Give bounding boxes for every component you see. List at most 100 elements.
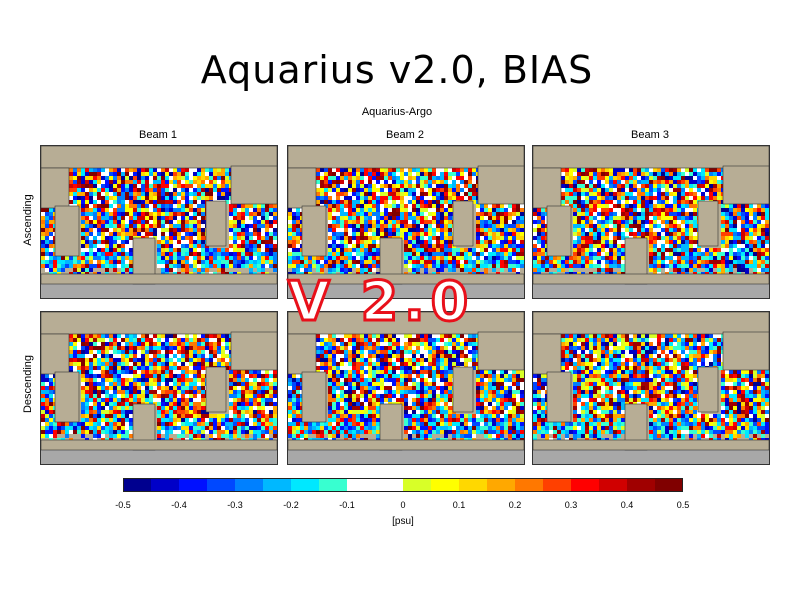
bias-cell	[97, 172, 101, 176]
bias-cell	[193, 264, 197, 268]
bias-cell	[145, 390, 149, 394]
bias-cell	[181, 430, 185, 434]
bias-cell	[480, 240, 484, 244]
bias-cell	[589, 220, 593, 224]
bias-cell	[121, 192, 125, 196]
bias-cell	[157, 430, 161, 434]
bias-cell	[677, 212, 681, 216]
bias-cell	[597, 256, 601, 260]
bias-cell	[197, 216, 201, 220]
bias-cell	[81, 346, 85, 350]
bias-cell	[320, 168, 324, 172]
bias-cell	[344, 240, 348, 244]
bias-cell	[348, 260, 352, 264]
bias-cell	[516, 240, 520, 244]
bias-cell	[225, 172, 229, 176]
bias-cell	[452, 256, 456, 260]
bias-cell	[233, 418, 237, 422]
bias-cell	[737, 208, 741, 212]
bias-cell	[165, 236, 169, 240]
bias-cell	[364, 236, 368, 240]
bias-cell	[296, 208, 300, 212]
bias-cell	[721, 212, 725, 216]
bias-cell	[400, 232, 404, 236]
bias-cell	[133, 212, 137, 216]
bias-cell	[653, 248, 657, 252]
bias-cell	[269, 232, 273, 236]
bias-cell	[169, 260, 173, 264]
bias-cell	[729, 212, 733, 216]
bias-cell	[177, 256, 181, 260]
bias-cell	[117, 184, 121, 188]
bias-cell	[145, 168, 149, 172]
bias-cell	[205, 334, 209, 338]
bias-cell	[376, 184, 380, 188]
bias-cell	[93, 422, 97, 426]
bias-cell	[129, 386, 133, 390]
bias-cell	[265, 248, 269, 252]
landmass	[546, 205, 572, 257]
bias-cell	[681, 224, 685, 228]
bias-cell	[233, 378, 237, 382]
bias-cell	[765, 232, 769, 236]
bias-cell	[217, 422, 221, 426]
bias-cell	[89, 260, 93, 264]
bias-cell	[129, 358, 133, 362]
bias-cell	[408, 172, 412, 176]
bias-cell	[404, 260, 408, 264]
bias-cell	[464, 172, 468, 176]
bias-cell	[657, 212, 661, 216]
bias-cell	[109, 418, 113, 422]
bias-cell	[585, 184, 589, 188]
bias-cell	[193, 188, 197, 192]
bias-cell	[440, 236, 444, 240]
bias-cell	[428, 248, 432, 252]
bias-cell	[105, 426, 109, 430]
bias-cell	[161, 390, 165, 394]
bias-cell	[416, 260, 420, 264]
bias-cell	[233, 370, 237, 374]
bias-cell	[348, 192, 352, 196]
bias-cell	[292, 252, 296, 256]
bias-cell	[765, 220, 769, 224]
bias-cell	[344, 176, 348, 180]
bias-cell	[109, 394, 113, 398]
bias-cell	[613, 172, 617, 176]
bias-cell	[356, 172, 360, 176]
bias-cell	[428, 212, 432, 216]
bias-cell	[677, 236, 681, 240]
bias-cell	[376, 172, 380, 176]
bias-cell	[185, 236, 189, 240]
bias-cell	[205, 354, 209, 358]
bias-cell	[273, 406, 277, 410]
bias-cell	[185, 354, 189, 358]
bias-cell	[41, 244, 45, 248]
bias-cell	[113, 216, 117, 220]
bias-cell	[300, 260, 304, 264]
bias-cell	[621, 184, 625, 188]
bias-cell	[177, 374, 181, 378]
bias-cell	[125, 350, 129, 354]
bias-cell	[500, 252, 504, 256]
bias-cell	[217, 268, 221, 272]
bias-cell	[328, 220, 332, 224]
bias-cell	[93, 204, 97, 208]
bias-cell	[217, 430, 221, 434]
bias-cell	[665, 216, 669, 220]
bias-cell	[681, 220, 685, 224]
bias-cell	[97, 362, 101, 366]
bias-cell	[565, 184, 569, 188]
bias-cell	[101, 418, 105, 422]
bias-cell	[577, 224, 581, 228]
bias-cell	[237, 402, 241, 406]
bias-cell	[97, 192, 101, 196]
bias-cell	[673, 232, 677, 236]
bias-cell	[177, 342, 181, 346]
bias-cell	[372, 260, 376, 264]
bias-cell	[440, 212, 444, 216]
bias-cell	[653, 200, 657, 204]
bias-cell	[177, 398, 181, 402]
bias-cell	[356, 212, 360, 216]
bias-cell	[149, 192, 153, 196]
bias-cell	[537, 252, 541, 256]
